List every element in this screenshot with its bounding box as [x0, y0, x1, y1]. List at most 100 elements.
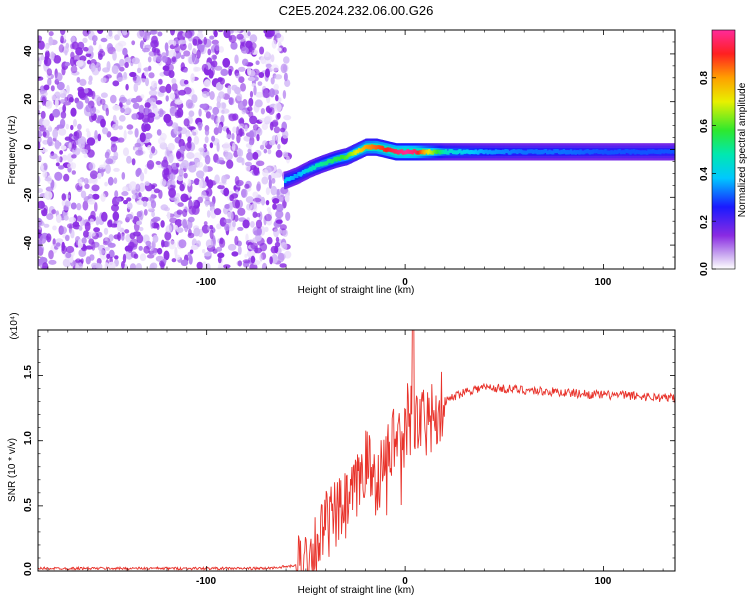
noise-speckle	[161, 239, 165, 248]
noise-speckle	[186, 152, 195, 159]
noise-speckle	[118, 125, 123, 130]
noise-speckle	[187, 216, 195, 223]
noise-speckle	[260, 196, 266, 206]
noise-speckle	[38, 141, 41, 150]
noise-speckle	[182, 209, 188, 217]
noise-speckle	[42, 262, 49, 269]
noise-speckle	[238, 123, 245, 129]
noise-speckle	[41, 96, 46, 106]
noise-speckle	[157, 137, 166, 145]
noise-speckle	[253, 85, 257, 96]
noise-speckle	[228, 34, 237, 44]
noise-speckle	[180, 193, 189, 203]
noise-speckle	[279, 224, 287, 231]
noise-speckle	[84, 183, 90, 189]
noise-speckle	[228, 211, 234, 221]
noise-speckle	[270, 245, 278, 254]
noise-speckle	[77, 138, 85, 149]
noise-speckle	[38, 188, 43, 193]
noise-speckle	[257, 81, 263, 86]
noise-speckle	[167, 142, 175, 151]
spectrogram-xtick-label: 100	[595, 277, 612, 288]
noise-speckle	[282, 151, 289, 158]
ridge-cell	[482, 150, 486, 155]
noise-speckle	[77, 123, 82, 130]
noise-speckle	[134, 142, 142, 148]
colorbar-gradient	[711, 29, 736, 270]
noise-speckle	[279, 263, 287, 268]
noise-speckle	[142, 200, 148, 207]
noise-speckle	[82, 200, 89, 211]
noise-speckle	[165, 49, 169, 57]
noise-speckle	[201, 63, 209, 73]
noise-speckle	[145, 77, 149, 87]
noise-speckle	[262, 88, 271, 99]
noise-speckle	[136, 75, 142, 86]
noise-speckle	[269, 256, 273, 265]
noise-speckle	[140, 172, 145, 182]
noise-speckle	[38, 260, 42, 267]
noise-speckle	[126, 197, 132, 202]
snr-frame	[37, 329, 676, 572]
noise-speckle	[259, 118, 268, 123]
noise-speckle	[215, 43, 220, 52]
noise-speckle	[75, 129, 82, 139]
noise-speckle	[211, 60, 218, 68]
noise-speckle	[151, 35, 158, 44]
ridge-cell	[457, 149, 461, 154]
noise-speckle	[108, 219, 113, 225]
noise-speckle	[223, 264, 231, 269]
noise-speckle	[39, 91, 48, 97]
noise-speckle	[123, 71, 127, 79]
noise-speckle	[212, 106, 220, 115]
noise-speckle	[160, 220, 165, 228]
noise-speckle	[236, 156, 244, 163]
noise-speckle	[226, 159, 234, 169]
noise-speckle	[38, 155, 42, 163]
spectrogram-ytick-label: 40	[23, 45, 34, 57]
noise-speckle	[131, 158, 136, 166]
noise-speckle	[124, 107, 132, 114]
noise-speckle	[70, 35, 76, 43]
noise-speckle	[157, 110, 166, 115]
noise-speckle	[214, 208, 222, 216]
noise-speckle	[168, 153, 174, 164]
noise-speckle	[74, 264, 80, 269]
snr-ytick-label: 1.0	[23, 431, 34, 445]
noise-speckle	[144, 132, 153, 139]
noise-speckle	[274, 74, 283, 80]
spectrogram-ytick-label: 0	[23, 144, 34, 150]
noise-speckle	[256, 134, 260, 142]
noise-speckle	[205, 196, 210, 202]
noise-speckle	[87, 89, 94, 97]
noise-speckle	[40, 110, 46, 119]
noise-speckle	[50, 51, 55, 61]
noise-speckle	[88, 75, 93, 82]
noise-speckle	[139, 253, 147, 262]
noise-speckle	[121, 30, 128, 36]
noise-speckle	[222, 57, 231, 68]
noise-speckle	[202, 249, 206, 254]
noise-speckle	[97, 133, 102, 142]
noise-speckle	[244, 124, 248, 132]
noise-speckle	[147, 112, 156, 118]
noise-speckle	[244, 161, 252, 167]
noise-speckle	[256, 160, 265, 167]
noise-speckle	[249, 34, 258, 43]
noise-speckle	[247, 45, 255, 55]
noise-speckle	[180, 62, 185, 71]
noise-speckle	[155, 160, 161, 165]
noise-speckle	[60, 145, 67, 151]
noise-speckle	[142, 47, 150, 53]
noise-speckle	[240, 83, 246, 92]
noise-speckle	[78, 178, 83, 187]
noise-speckle	[260, 108, 265, 115]
noise-speckle	[219, 237, 224, 245]
spectrogram-x-axis-label: Height of straight line (km)	[298, 285, 415, 296]
noise-speckle	[60, 111, 67, 119]
noise-speckle	[155, 100, 163, 105]
noise-speckle	[247, 106, 253, 112]
noise-speckle	[221, 102, 227, 109]
noise-speckle	[252, 191, 259, 198]
noise-speckle	[71, 170, 77, 175]
